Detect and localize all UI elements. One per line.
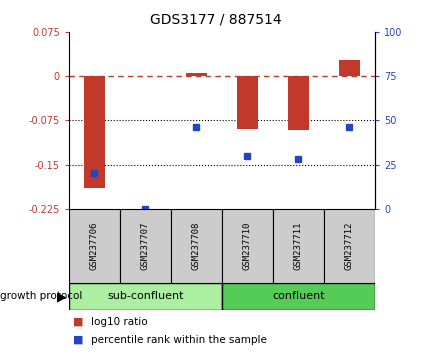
Text: GSM237708: GSM237708 bbox=[191, 222, 200, 270]
Bar bbox=[237, 76, 257, 129]
FancyBboxPatch shape bbox=[69, 209, 120, 283]
Text: GSM237712: GSM237712 bbox=[344, 222, 353, 270]
FancyBboxPatch shape bbox=[171, 209, 221, 283]
Bar bbox=[186, 73, 206, 76]
Text: confluent: confluent bbox=[271, 291, 324, 302]
Text: GSM237706: GSM237706 bbox=[90, 222, 99, 270]
Text: ■: ■ bbox=[73, 317, 83, 327]
Text: GDS3177 / 887514: GDS3177 / 887514 bbox=[149, 12, 281, 27]
Text: ■: ■ bbox=[73, 335, 83, 345]
Text: percentile rank within the sample: percentile rank within the sample bbox=[90, 335, 266, 345]
Text: GSM237707: GSM237707 bbox=[141, 222, 150, 270]
Text: growth protocol: growth protocol bbox=[0, 291, 82, 302]
Bar bbox=[338, 59, 359, 76]
FancyBboxPatch shape bbox=[323, 209, 374, 283]
Text: ▶: ▶ bbox=[57, 290, 67, 303]
Text: GSM237711: GSM237711 bbox=[293, 222, 302, 270]
Text: GSM237710: GSM237710 bbox=[243, 222, 252, 270]
Text: log10 ratio: log10 ratio bbox=[90, 317, 147, 327]
FancyBboxPatch shape bbox=[69, 283, 221, 310]
Bar bbox=[288, 76, 308, 130]
Bar bbox=[84, 76, 104, 188]
Text: sub-confluent: sub-confluent bbox=[107, 291, 183, 302]
FancyBboxPatch shape bbox=[221, 283, 374, 310]
FancyBboxPatch shape bbox=[272, 209, 323, 283]
FancyBboxPatch shape bbox=[120, 209, 171, 283]
FancyBboxPatch shape bbox=[221, 209, 272, 283]
